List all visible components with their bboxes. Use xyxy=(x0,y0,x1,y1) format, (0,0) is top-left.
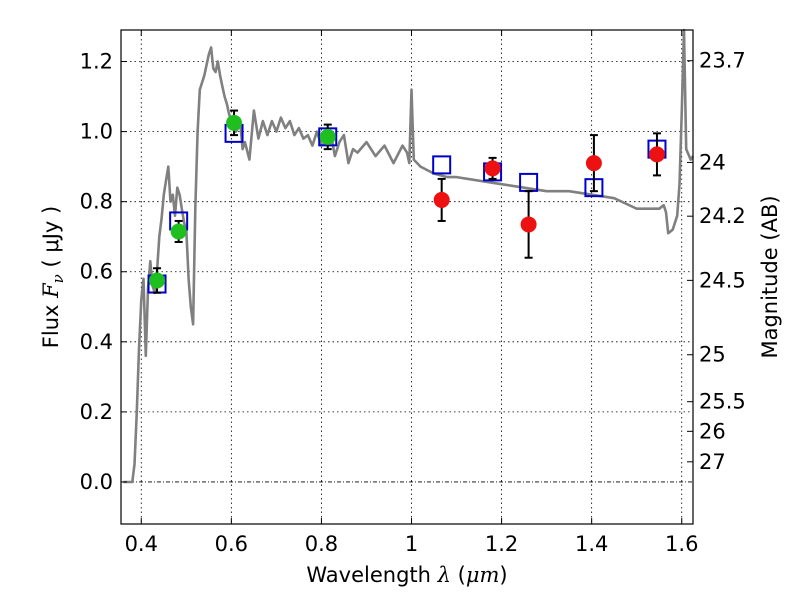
y-axis-nu-subscript: ν xyxy=(49,274,67,283)
y-axis-label-text: Flux xyxy=(39,298,63,348)
y-tick-label: 1.2 xyxy=(80,50,113,74)
y-tick-label: 0.8 xyxy=(80,190,113,214)
grid xyxy=(121,30,693,524)
magnitude-tick-label: 24.5 xyxy=(699,268,746,292)
plot-frame xyxy=(120,29,694,525)
x-tick-label: 1 xyxy=(405,532,418,556)
x-tick-label: 0.8 xyxy=(305,532,338,556)
magnitude-tick-label: 25 xyxy=(699,343,726,367)
magnitude-tick-label: 25.5 xyxy=(699,390,746,414)
y-tick-label: 0.6 xyxy=(80,260,113,284)
observed-optical-point xyxy=(149,272,166,289)
model-band-square xyxy=(432,155,452,175)
observed-nir-point xyxy=(520,216,537,233)
markers xyxy=(147,109,667,294)
y-axis-unit: ( μJy ) xyxy=(39,206,63,274)
x-axis-lambda-symbol: λ xyxy=(437,563,451,587)
x-tick-label: 0.6 xyxy=(215,532,248,556)
x-axis-unit: μm xyxy=(466,563,500,587)
spectrum-line xyxy=(123,28,695,484)
y-axis-flux-symbol: F xyxy=(39,282,63,299)
observed-nir-point xyxy=(433,191,450,208)
y-tick-label: 0.0 xyxy=(80,470,113,494)
observed-nir-point xyxy=(648,146,665,163)
y-axis-label: Flux Fν ( μJy ) xyxy=(39,206,67,348)
x-tick-label: 0.4 xyxy=(125,532,158,556)
x-tick-label: 1.4 xyxy=(575,532,608,556)
observed-optical-point xyxy=(170,223,187,240)
magnitude-tick-label: 27 xyxy=(699,450,726,474)
observed-optical-point xyxy=(319,128,336,145)
y-tick-label: 0.4 xyxy=(80,330,113,354)
spectrum-layer xyxy=(123,28,695,484)
x-axis-label-text: Wavelength xyxy=(306,563,437,587)
observed-optical-point xyxy=(226,114,243,131)
observed-nir-point xyxy=(484,160,501,177)
magnitude-tick-label: 23.7 xyxy=(699,49,746,73)
magnitude-tick-label: 24.2 xyxy=(699,204,746,228)
observed-nir-point xyxy=(585,155,602,172)
x-axis-unit-close: ) xyxy=(499,563,507,587)
y-tick-label: 1.0 xyxy=(80,120,113,144)
y-tick-label: 0.2 xyxy=(80,400,113,424)
axis-ticks: 0.4 0.6 0.8 1 1.2 1.4 1.6 0.0 0.2 0.4 0.6 0.8 1.0 1.2… xyxy=(80,30,746,556)
magnitude-axis-label: Magnitude (AB) xyxy=(758,195,782,358)
magnitude-tick-label: 26 xyxy=(699,419,726,443)
x-axis-unit-open: ( xyxy=(451,563,466,587)
magnitude-tick-label: 24 xyxy=(699,150,726,174)
x-axis-label: Wavelength λ (μm) xyxy=(306,563,507,587)
x-tick-label: 1.6 xyxy=(665,532,698,556)
x-tick-label: 1.2 xyxy=(485,532,518,556)
